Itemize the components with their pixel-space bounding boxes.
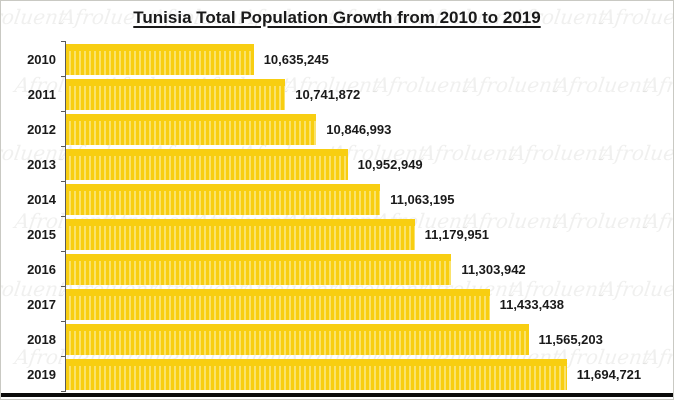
bar-row: 2011 10,741,872 [9, 76, 657, 112]
year-label: 2016 [27, 262, 56, 277]
population-bar-2018 [66, 324, 529, 355]
plot-area-row: 10,846,993 [61, 111, 657, 147]
population-bar-2014 [66, 184, 381, 215]
year-label: 2019 [27, 367, 56, 382]
year-label: 2015 [27, 227, 56, 242]
value-label: 11,694,721 [576, 367, 642, 382]
year-label: 2013 [27, 157, 56, 172]
bar-row: 2014 11,063,195 [9, 181, 657, 217]
value-label: 11,565,203 [538, 332, 603, 347]
population-bar-2012 [66, 114, 317, 145]
plot-area-row: 11,063,195 [61, 181, 657, 217]
value-label: 10,741,872 [295, 87, 361, 102]
value-label: 10,952,949 [357, 157, 423, 172]
bar-row: 2016 11,303,942 [9, 251, 657, 287]
plot-area-row: 11,694,721 [61, 356, 657, 392]
value-label: 11,063,195 [390, 192, 455, 207]
year-label: 2017 [27, 297, 56, 312]
plot-area-row: 11,433,438 [61, 286, 657, 322]
year-label: 2018 [27, 332, 56, 347]
bar-row: 2018 11,565,203 [9, 321, 657, 357]
chart-title: Tunisia Total Population Growth from 201… [133, 8, 541, 27]
plot-area-row: 11,303,942 [61, 251, 657, 287]
plot-area-row: 10,635,245 [61, 41, 657, 77]
population-bar-2017 [66, 289, 490, 320]
population-bar-2015 [66, 219, 415, 250]
bar-row: 2013 10,952,949 [9, 146, 657, 182]
plot-area-row: 11,565,203 [61, 321, 657, 357]
population-bar-2019 [66, 359, 567, 390]
value-label: 11,303,942 [461, 262, 526, 277]
population-bar-2010 [66, 44, 254, 75]
bar-row: 2019 11,694,721 [9, 356, 657, 392]
population-bar-2011 [66, 79, 286, 110]
value-label: 11,433,438 [499, 297, 564, 312]
population-bar-2013 [66, 149, 348, 180]
year-label: 2010 [27, 52, 56, 67]
population-bar-2016 [66, 254, 452, 285]
bar-row: 2015 11,179,951 [9, 216, 657, 252]
year-label: 2011 [27, 87, 56, 102]
plot-area-row: 10,741,872 [61, 76, 657, 112]
year-label: 2012 [27, 122, 56, 137]
bar-row: 2010 10,635,245 [9, 41, 657, 77]
plot-area-row: 11,179,951 [61, 216, 657, 252]
value-label: 10,635,245 [263, 52, 329, 67]
year-label: 2014 [27, 192, 56, 207]
value-label: 10,846,993 [326, 122, 392, 137]
plot-area-row: 10,952,949 [61, 146, 657, 182]
value-label: 11,179,951 [424, 227, 490, 242]
bar-row: 2017 11,433,438 [9, 286, 657, 322]
bottom-border-line [1, 393, 673, 397]
bar-row: 2012 10,846,993 [9, 111, 657, 147]
bar-chart: 2010 10,635,245 2011 10,741,872 2012 10,846,9… [9, 41, 657, 392]
